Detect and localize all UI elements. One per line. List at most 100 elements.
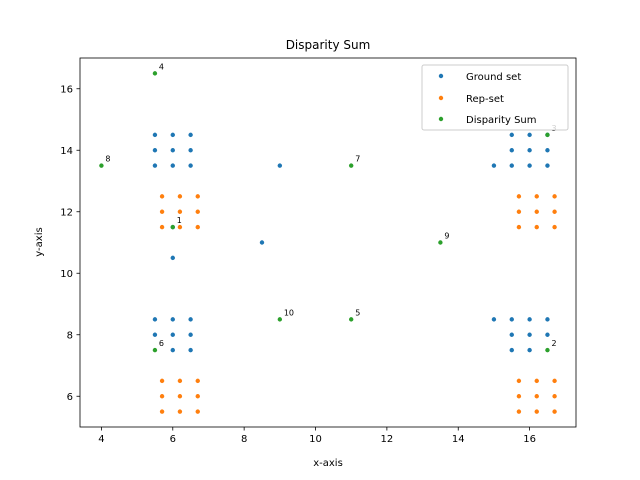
data-point-disparity-sum	[152, 71, 158, 76]
data-point-disparity-sum	[348, 163, 354, 168]
data-point-ground-set	[188, 347, 193, 353]
series-rep-set	[159, 194, 557, 414]
data-point-rep-set	[516, 394, 522, 399]
data-point-rep-set	[159, 394, 165, 399]
data-point-ground-set	[170, 255, 175, 261]
data-point-ground-set	[527, 332, 532, 337]
data-point-rep-set	[552, 378, 557, 384]
data-point-rep-set	[516, 378, 522, 384]
data-point-ground-set	[527, 132, 532, 138]
plot-frame	[79, 57, 577, 428]
data-point-disparity-sum	[277, 317, 283, 322]
data-point-ground-set	[152, 317, 158, 322]
data-point-rep-set	[534, 194, 539, 199]
data-point-ground-set	[277, 163, 283, 168]
legend-marker-ground-set	[438, 73, 444, 79]
data-point-rep-set	[552, 394, 557, 399]
data-point-rep-set	[516, 224, 522, 230]
point-annotation: 10	[284, 308, 294, 317]
data-point-ground-set	[509, 317, 514, 322]
y-axis-title: y-axis	[34, 227, 45, 256]
x-tick-label: 10	[309, 434, 322, 445]
legend-label-rep-set: Rep-set	[466, 94, 504, 105]
data-point-ground-set	[527, 317, 532, 322]
x-tick-label: 4	[98, 434, 104, 445]
x-tick-label: 8	[241, 434, 247, 445]
data-point-ground-set	[509, 148, 514, 153]
data-point-ground-set	[188, 163, 193, 168]
data-point-ground-set	[509, 132, 514, 138]
data-point-rep-set	[159, 224, 165, 230]
data-point-ground-set	[170, 347, 175, 353]
data-point-ground-set	[491, 317, 497, 322]
legend: Ground set Rep-set Disparity Sum	[421, 64, 569, 131]
legend-box	[421, 64, 569, 131]
data-point-ground-set	[170, 332, 175, 337]
y-tick-label: 6	[67, 392, 73, 403]
x-tick-label: 16	[523, 434, 536, 445]
data-point-rep-set	[552, 194, 557, 199]
x-tick-label: 6	[170, 434, 176, 445]
data-point-rep-set	[534, 378, 539, 384]
legend-label-disparity-sum: Disparity Sum	[466, 115, 537, 126]
data-point-rep-set	[159, 209, 165, 214]
data-point-rep-set	[177, 394, 183, 399]
data-point-ground-set	[509, 347, 514, 353]
data-point-rep-set	[195, 378, 200, 384]
y-tick-label: 14	[60, 146, 73, 157]
data-point-ground-set	[527, 148, 532, 153]
data-point-disparity-sum	[438, 240, 443, 245]
data-point-disparity-sum	[170, 224, 175, 230]
data-point-rep-set	[177, 209, 183, 214]
data-point-rep-set	[195, 194, 200, 199]
data-point-rep-set	[195, 224, 200, 230]
x-axis-title: x-axis	[313, 458, 343, 469]
data-point-disparity-sum	[99, 163, 104, 168]
data-point-rep-set	[516, 194, 522, 199]
data-point-rep-set	[195, 409, 200, 414]
data-point-rep-set	[552, 209, 557, 214]
data-point-ground-set	[188, 317, 193, 322]
data-point-ground-set	[491, 163, 497, 168]
data-point-ground-set	[170, 132, 175, 138]
data-point-rep-set	[534, 209, 539, 214]
data-point-rep-set	[159, 409, 165, 414]
data-point-rep-set	[177, 224, 183, 230]
y-tick-label: 8	[67, 330, 73, 341]
data-point-disparity-sum	[152, 347, 158, 353]
y-tick-label: 10	[60, 269, 73, 280]
data-point-ground-set	[188, 332, 193, 337]
data-point-rep-set	[177, 409, 183, 414]
data-point-ground-set	[509, 332, 514, 337]
chart-title: Disparity Sum	[286, 38, 371, 52]
data-point-rep-set	[159, 194, 165, 199]
data-point-ground-set	[259, 240, 265, 245]
data-point-rep-set	[177, 378, 183, 384]
point-annotation: 4	[159, 62, 164, 71]
data-point-disparity-sum	[545, 132, 550, 138]
legend-marker-rep-set	[438, 95, 444, 101]
data-point-rep-set	[552, 409, 557, 414]
y-tick-label: 16	[60, 84, 73, 95]
data-point-ground-set	[545, 148, 550, 153]
data-point-ground-set	[545, 163, 550, 168]
x-tick-label: 14	[452, 434, 465, 445]
data-point-disparity-sum	[545, 347, 550, 353]
data-point-ground-set	[545, 317, 550, 322]
data-point-rep-set	[516, 409, 522, 414]
point-annotation: 9	[444, 232, 449, 241]
point-annotation: 2	[551, 339, 556, 348]
point-annotation: 1	[177, 216, 182, 225]
point-annotation: 6	[159, 339, 164, 348]
data-point-ground-set	[170, 317, 175, 322]
data-point-rep-set	[534, 394, 539, 399]
data-point-ground-set	[527, 163, 532, 168]
data-point-rep-set	[195, 209, 200, 214]
data-point-rep-set	[534, 409, 539, 414]
legend-label-ground-set: Ground set	[466, 72, 521, 83]
point-annotation: 8	[105, 155, 110, 164]
data-point-rep-set	[177, 194, 183, 199]
data-point-ground-set	[527, 347, 532, 353]
